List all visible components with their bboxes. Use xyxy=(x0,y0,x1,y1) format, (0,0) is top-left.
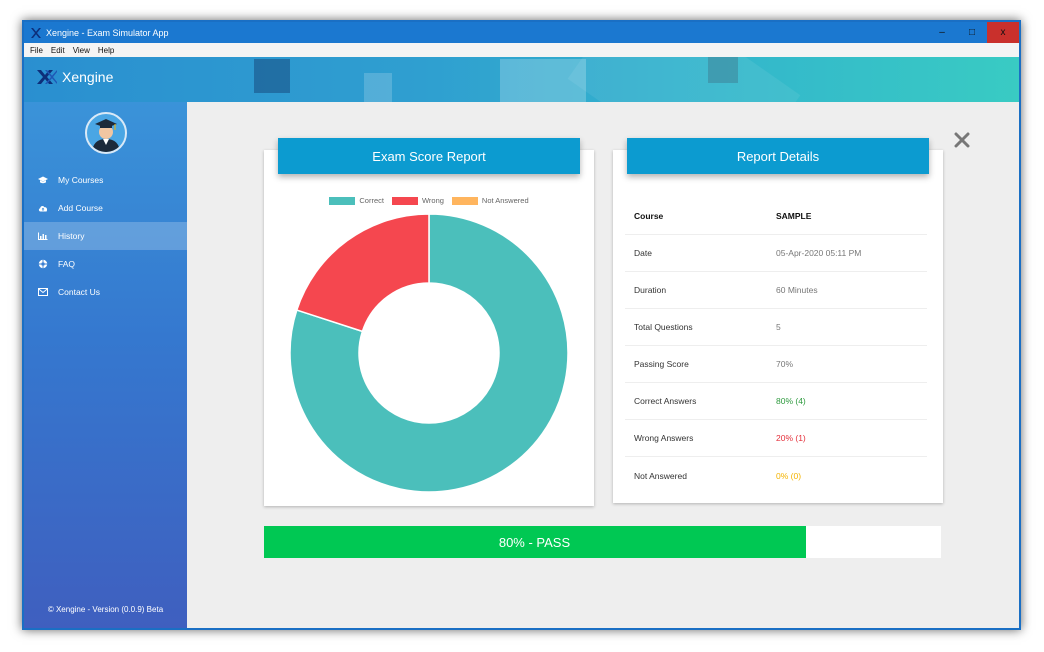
xengine-logo-icon xyxy=(31,27,41,38)
detail-value: 20% (1) xyxy=(776,433,806,443)
detail-row: Correct Answers 80% (4) xyxy=(625,383,927,420)
score-donut-chart xyxy=(289,213,569,493)
sidebar-item-contact-us[interactable]: Contact Us xyxy=(24,278,187,306)
detail-value: 70% xyxy=(776,359,794,369)
sidebar-item-faq[interactable]: FAQ xyxy=(24,250,187,278)
legend-item-not-answered[interactable]: Not Answered xyxy=(451,196,529,205)
detail-value: 5 xyxy=(776,322,781,332)
sidebar-item-my-courses[interactable]: My Courses xyxy=(24,166,187,194)
detail-key: Duration xyxy=(634,285,667,295)
sidebar: My Courses Add Course History FAQ xyxy=(24,102,187,628)
sidebar-nav: My Courses Add Course History FAQ xyxy=(24,166,187,306)
donut-slice-wrong[interactable] xyxy=(295,213,430,333)
sidebar-item-label: Add Course xyxy=(58,203,103,213)
sidebar-item-label: My Courses xyxy=(58,175,104,185)
detail-key: Wrong Answers xyxy=(634,433,694,443)
result-progress-fill xyxy=(264,526,806,558)
graduate-avatar-icon xyxy=(92,119,120,152)
life-ring-icon xyxy=(38,259,48,269)
legend-swatch xyxy=(391,196,418,205)
detail-key: Course xyxy=(634,211,664,221)
main-content: Exam Score Report Correct Wrong Not Answ… xyxy=(187,102,1019,628)
menu-edit[interactable]: Edit xyxy=(50,45,65,55)
menu-bar: File Edit View Help xyxy=(24,43,1019,57)
xengine-logo-icon xyxy=(37,70,57,84)
menu-help[interactable]: Help xyxy=(97,45,115,55)
detail-row: Passing Score 70% xyxy=(625,346,927,383)
avatar xyxy=(85,112,127,154)
detail-value: 60 Minutes xyxy=(776,285,818,295)
detail-row: Total Questions 5 xyxy=(625,309,927,346)
app-window: Xengine - Exam Simulator App – □ x File … xyxy=(22,20,1021,630)
cloud-upload-icon xyxy=(38,203,48,213)
graduation-cap-icon xyxy=(38,175,48,185)
donut-slice-correct[interactable] xyxy=(289,213,569,493)
detail-row: Course SAMPLE xyxy=(625,198,927,235)
legend-item-wrong[interactable]: Wrong xyxy=(391,196,444,205)
result-progress-bar: 80% - PASS xyxy=(264,526,941,558)
detail-key: Passing Score xyxy=(634,359,689,369)
legend-swatch xyxy=(329,196,356,205)
detail-value: 80% (4) xyxy=(776,396,806,406)
detail-row: Not Answered 0% (0) xyxy=(625,457,927,494)
maximize-button[interactable]: □ xyxy=(957,22,987,43)
minimize-button[interactable]: – xyxy=(927,22,957,43)
chart-legend: Correct Wrong Not Answered xyxy=(264,196,594,205)
detail-row: Duration 60 Minutes xyxy=(625,272,927,309)
menu-file[interactable]: File xyxy=(30,45,43,55)
sidebar-item-history[interactable]: History xyxy=(24,222,187,250)
sidebar-item-label: History xyxy=(58,231,85,241)
app-header: Xengine xyxy=(24,57,1019,102)
report-details-title: Report Details xyxy=(627,138,929,174)
score-report-card: Exam Score Report Correct Wrong Not Answ… xyxy=(264,138,594,506)
sidebar-item-label: FAQ xyxy=(58,259,76,269)
report-details-card: Report Details Course SAMPLE Date 05-Apr-2… xyxy=(613,138,943,503)
legend-item-correct[interactable]: Correct xyxy=(329,196,384,205)
window-title: Xengine - Exam Simulator App xyxy=(46,27,169,38)
sidebar-item-label: Contact Us xyxy=(58,287,101,297)
detail-key: Date xyxy=(634,248,652,258)
detail-key: Total Questions xyxy=(634,322,693,332)
menu-view[interactable]: View xyxy=(72,45,90,55)
version-footer: © Xengine - Version (0.0.9) Beta xyxy=(47,605,164,614)
detail-row: Wrong Answers 20% (1) xyxy=(625,420,927,457)
score-report-title: Exam Score Report xyxy=(278,138,580,174)
envelope-icon xyxy=(38,287,48,297)
sidebar-item-add-course[interactable]: Add Course xyxy=(24,194,187,222)
bar-chart-icon xyxy=(38,231,48,241)
report-details-table: Course SAMPLE Date 05-Apr-2020 05:11 PM Dur… xyxy=(625,198,927,494)
detail-value: SAMPLE xyxy=(776,211,812,221)
detail-key: Not Answered xyxy=(634,470,687,481)
title-bar: Xengine - Exam Simulator App – □ x xyxy=(24,22,1019,43)
brand: Xengine xyxy=(36,69,113,85)
detail-value: 05-Apr-2020 05:11 PM xyxy=(776,248,862,258)
legend-swatch xyxy=(451,196,478,205)
result-label: 80% - PASS xyxy=(498,534,571,550)
detail-value: 0% (0) xyxy=(776,470,802,481)
legend-label: Wrong xyxy=(421,196,444,205)
close-icon[interactable] xyxy=(954,132,970,148)
detail-key: Correct Answers xyxy=(634,396,697,406)
detail-row: Date 05-Apr-2020 05:11 PM xyxy=(625,235,927,272)
close-window-button[interactable]: x xyxy=(987,22,1019,43)
legend-label: Correct xyxy=(359,196,384,205)
brand-name: Xengine xyxy=(62,69,114,85)
legend-label: Not Answered xyxy=(481,196,529,205)
